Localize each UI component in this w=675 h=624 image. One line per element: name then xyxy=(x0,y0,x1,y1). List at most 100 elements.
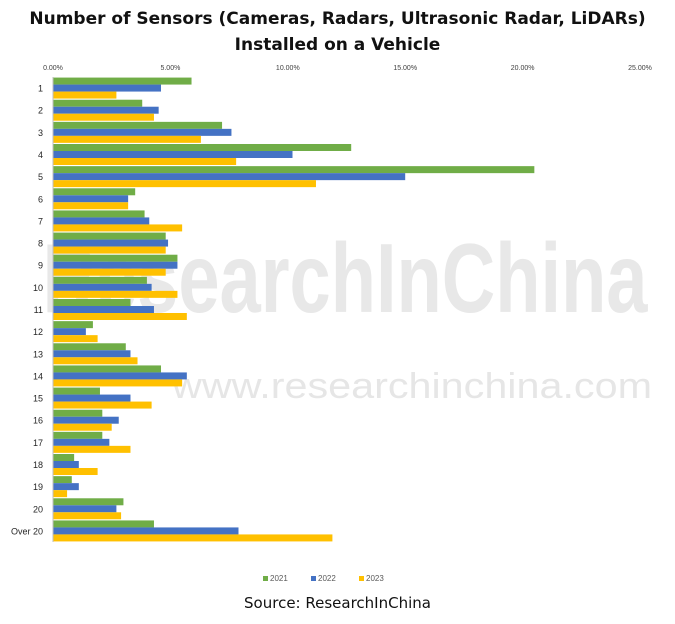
bar-2023 xyxy=(53,268,166,276)
bar-2023 xyxy=(53,180,316,188)
bar-2023 xyxy=(53,335,98,343)
bar-2023 xyxy=(53,246,166,254)
y-category-label: 2 xyxy=(38,106,43,116)
y-category-label: 16 xyxy=(33,416,43,426)
y-category-label: 8 xyxy=(38,239,43,249)
bar-2023 xyxy=(53,468,98,475)
x-tick-label: 10.00% xyxy=(276,65,300,72)
y-category-label: 5 xyxy=(38,172,43,182)
bar-2021 xyxy=(53,254,178,262)
bar-2023 xyxy=(53,113,154,121)
y-category-label: 9 xyxy=(38,261,43,271)
bar-2022 xyxy=(53,128,232,136)
legend-label-2023: 2023 xyxy=(366,574,384,583)
bar-2023 xyxy=(53,357,138,365)
y-category-label: 14 xyxy=(33,371,43,381)
legend-swatch-2023 xyxy=(359,576,364,581)
x-tick-label: 5.00% xyxy=(160,65,180,72)
bar-2022 xyxy=(53,217,150,225)
bar-2022 xyxy=(53,350,131,358)
legend-swatch-2021 xyxy=(263,576,268,581)
y-category-label: 11 xyxy=(34,305,43,315)
bar-2022 xyxy=(53,438,110,446)
y-category-label: 4 xyxy=(38,150,43,160)
bar-2023 xyxy=(53,512,122,520)
bar-2023 xyxy=(53,379,183,387)
x-tick-label: 25.00% xyxy=(628,65,652,72)
bar-2023 xyxy=(53,423,112,431)
y-category-label: 17 xyxy=(33,438,43,448)
bar-2022 xyxy=(53,394,131,402)
chart-title: Number of Sensors (Cameras, Radars, Ultr… xyxy=(0,6,675,58)
bar-2022 xyxy=(53,283,152,291)
bar-2021 xyxy=(53,409,103,417)
bar-2021 xyxy=(53,431,103,439)
bar-2021 xyxy=(53,99,143,107)
bar-2022 xyxy=(53,416,119,424)
y-category-label: 7 xyxy=(38,216,43,226)
y-category-label: 15 xyxy=(33,394,43,404)
bar-2022 xyxy=(53,261,178,269)
x-axis-ticks: 0.00% 5.00% 10.00% 15.00% 20.00% 25.00% xyxy=(43,65,652,72)
bar-2021 xyxy=(53,121,223,129)
x-tick-label: 15.00% xyxy=(393,65,417,72)
bar-2021 xyxy=(53,166,535,174)
bar-2021 xyxy=(53,188,136,196)
bar-2022 xyxy=(53,106,159,114)
bar-2022 xyxy=(53,372,187,380)
bar-2023 xyxy=(53,290,178,298)
bar-2021 xyxy=(53,343,126,351)
bar-2022 xyxy=(53,527,239,535)
legend-label-2022: 2022 xyxy=(318,574,336,583)
bar-2023 xyxy=(53,158,237,165)
bar-2021 xyxy=(53,365,162,373)
bar-2021 xyxy=(53,276,147,284)
bar-2022 xyxy=(53,328,86,336)
bar-2021 xyxy=(53,321,93,329)
y-category-label: Over 20 xyxy=(11,526,43,536)
bar-2022 xyxy=(53,151,293,158)
y-category-label: 12 xyxy=(33,327,43,337)
bar-2021 xyxy=(53,520,154,528)
bar-2023 xyxy=(53,445,131,453)
bar-2022 xyxy=(53,505,117,513)
y-category-label: 6 xyxy=(38,194,43,204)
bar-2023 xyxy=(53,135,201,143)
bar-2023 xyxy=(53,202,129,210)
x-tick-label: 20.00% xyxy=(511,65,535,72)
bar-2021 xyxy=(53,144,352,151)
watermark-url-text: www.researchinchina.com xyxy=(171,365,652,406)
bars xyxy=(53,77,535,542)
y-category-label: 19 xyxy=(33,482,43,492)
bar-2023 xyxy=(53,313,187,320)
source-note: Source: ResearchInChina xyxy=(244,594,431,612)
bar-2023 xyxy=(53,91,117,99)
title-line-1: Number of Sensors (Cameras, Radars, Ultr… xyxy=(29,9,646,29)
y-category-label: 10 xyxy=(33,283,43,293)
legend-label-2021: 2021 xyxy=(270,574,288,583)
y-category-label: 3 xyxy=(38,128,43,138)
x-tick-label: 0.00% xyxy=(43,65,63,72)
bar-2023 xyxy=(53,401,152,409)
legend-swatch-2022 xyxy=(311,576,316,581)
bar-2021 xyxy=(53,476,72,484)
bar-2022 xyxy=(53,483,79,491)
bar-2021 xyxy=(53,498,124,506)
bar-2022 xyxy=(53,84,162,92)
bar-2023 xyxy=(53,224,183,232)
bar-2022 xyxy=(53,306,154,313)
bar-2022 xyxy=(53,195,129,203)
bar-2023 xyxy=(53,534,333,542)
bar-2021 xyxy=(53,387,100,395)
bar-2021 xyxy=(53,454,75,461)
y-category-label: 20 xyxy=(33,504,43,514)
bar-2023 xyxy=(53,490,68,498)
bar-2021 xyxy=(53,210,145,218)
bar-2022 xyxy=(53,173,406,181)
y-category-label: 13 xyxy=(33,349,43,359)
bar-2021 xyxy=(53,77,192,85)
bar-2022 xyxy=(53,239,169,247)
bar-2021 xyxy=(53,232,166,240)
